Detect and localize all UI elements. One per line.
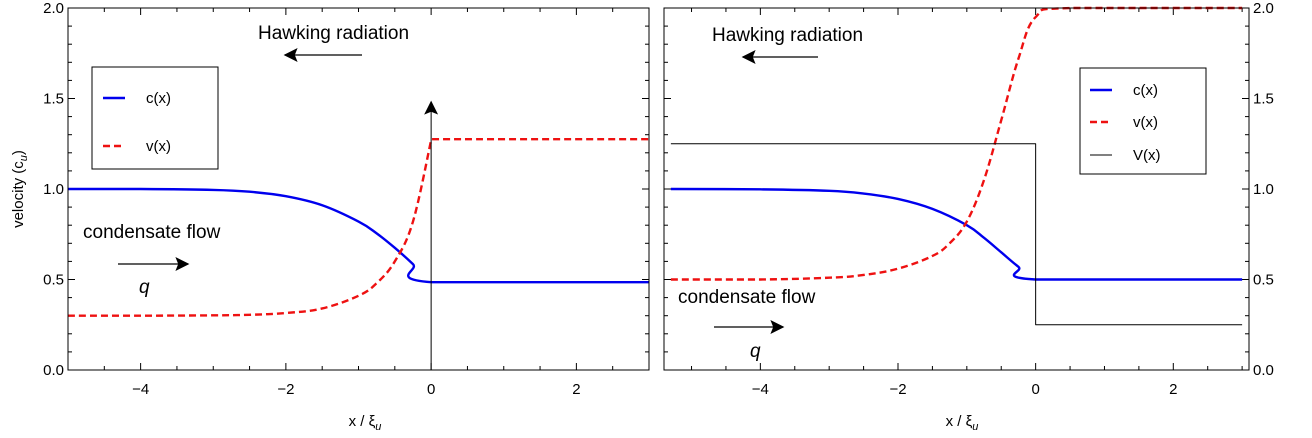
y-tick-label: 2.0 — [43, 0, 64, 17]
left-legend-box — [91, 66, 219, 170]
right-hawking-label: Hawking radiation — [712, 25, 863, 46]
y-tick-label: 0.0 — [43, 362, 64, 379]
left-legend-v-label: v(x) — [146, 138, 171, 155]
x-tick-label: 0 — [1031, 381, 1039, 398]
series-vx-potential-line — [670, 143, 1243, 326]
left-plot-frame — [67, 7, 650, 371]
right-legend-V-label: V(x) — [1133, 147, 1161, 164]
right-series — [670, 6, 1243, 326]
left-x-axis-label: x / ξu — [349, 413, 382, 433]
y-tick-label: 2.0 — [1253, 0, 1274, 17]
x-tick-label: 0 — [427, 381, 435, 398]
series-cx-line — [670, 187, 1243, 281]
x-tick-label: 2 — [572, 381, 580, 398]
left-y-axis-label: velocity (cu) — [10, 150, 30, 228]
right-condensate-label: condensate flow — [678, 287, 816, 308]
y-tick-label: 1.5 — [1253, 91, 1274, 108]
right-tick-labels: −4 −2 0 2 0.0 0.5 1.0 1.5 2.0 — [752, 0, 1274, 398]
y-tick-label: 0.5 — [1253, 272, 1274, 289]
right-legend-c-label: c(x) — [1133, 82, 1158, 99]
y-tick-label: 0.0 — [1253, 362, 1274, 379]
left-tick-labels: −4 −2 0 2 0.0 0.5 1.0 1.5 2.0 — [43, 0, 580, 398]
left-panel: −4 −2 0 2 0.0 0.5 1.0 1.5 2.0 velocity (cu) x / … — [10, 0, 650, 433]
left-legend: c(x) v(x) — [91, 66, 219, 170]
series-cx-line — [67, 187, 649, 284]
left-legend-c-label: c(x) — [146, 90, 171, 107]
right-plot-frame — [663, 7, 1250, 371]
right-legend-v-label: v(x) — [1133, 114, 1158, 131]
y-tick-label: 1.0 — [43, 181, 64, 198]
y-tick-label: 1.5 — [43, 91, 64, 108]
series-vx-line — [67, 138, 649, 317]
right-legend: c(x) v(x) V(x) — [1079, 67, 1207, 175]
y-tick-label: 0.5 — [43, 272, 64, 289]
x-tick-label: 2 — [1169, 381, 1177, 398]
x-tick-label: −4 — [132, 381, 149, 398]
right-x-axis-label: x / ξu — [946, 413, 979, 433]
x-tick-label: −4 — [752, 381, 769, 398]
right-q-label: q — [750, 341, 761, 362]
left-condensate-label: condensate flow — [83, 222, 221, 243]
left-series — [67, 100, 649, 370]
series-vx-line — [670, 6, 1243, 281]
x-tick-label: −2 — [277, 381, 294, 398]
left-q-label: q — [139, 277, 150, 298]
y-tick-label: 1.0 — [1253, 181, 1274, 198]
right-panel: −4 −2 0 2 0.0 0.5 1.0 1.5 2.0 x / ξu Hawking rad… — [663, 0, 1274, 433]
x-tick-label: −2 — [889, 381, 906, 398]
left-hawking-label: Hawking radiation — [258, 23, 409, 44]
